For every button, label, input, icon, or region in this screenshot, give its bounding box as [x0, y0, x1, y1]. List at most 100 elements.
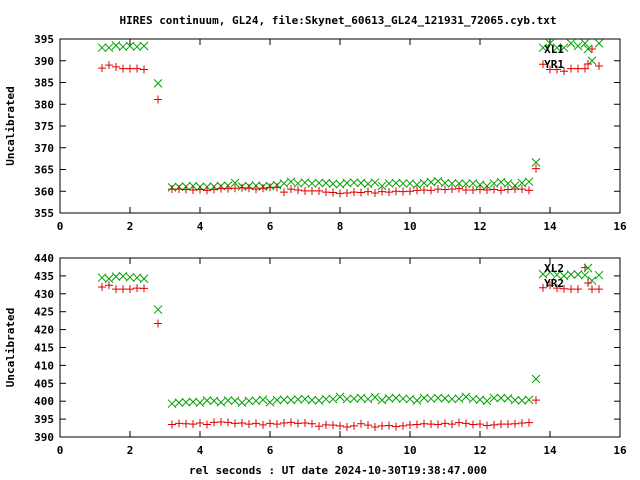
top-x-tick-label: 12 [473, 220, 486, 233]
data-point-xl1 [349, 178, 359, 187]
data-point-yr1 [105, 61, 113, 70]
data-point-yr1 [112, 62, 120, 71]
data-point-xl2 [475, 395, 485, 405]
data-point-xl1 [328, 179, 338, 189]
data-point-xl1 [293, 179, 303, 188]
data-point-yr2 [273, 420, 281, 429]
top-x-tick-label: 0 [57, 220, 64, 233]
data-point-xl2 [97, 273, 107, 283]
data-point-yr2 [476, 420, 484, 429]
top-points [97, 39, 604, 198]
data-point-yr2 [343, 422, 351, 431]
data-point-xl2 [552, 270, 562, 280]
data-point-yr1 [273, 183, 281, 192]
data-point-yr2 [154, 319, 162, 328]
data-point-xl2 [440, 393, 450, 403]
top-y-tick-label: 370 [34, 142, 54, 155]
data-point-yr2 [133, 284, 141, 293]
data-point-yr1 [532, 164, 540, 173]
data-point-yr2 [483, 421, 491, 430]
data-point-xl2 [391, 393, 401, 403]
data-point-xl2 [328, 394, 338, 404]
data-point-yr2 [119, 285, 127, 294]
bottom-y-tick-label: 425 [34, 306, 54, 319]
data-point-xl2 [503, 393, 513, 403]
data-point-yr1 [119, 64, 127, 73]
data-point-yr1 [497, 186, 505, 195]
bottom-y-tick-label: 435 [34, 270, 54, 283]
data-point-xl1 [475, 180, 485, 190]
data-point-yr2 [406, 420, 414, 429]
data-point-yr1 [329, 188, 337, 197]
bottom-y-tick-label: 405 [34, 377, 54, 390]
data-point-yr1 [427, 186, 435, 195]
data-point-xl1 [153, 79, 163, 88]
top-x-tick-label: 6 [267, 220, 274, 233]
data-point-yr2 [378, 421, 386, 430]
data-point-yr2 [434, 420, 442, 429]
data-point-yr2 [469, 420, 477, 429]
data-point-yr1 [224, 184, 232, 193]
data-point-xl1 [384, 179, 394, 188]
data-point-xl1 [335, 179, 345, 189]
top-y-tick-label: 385 [34, 77, 54, 90]
data-point-yr1 [182, 185, 190, 194]
data-point-yr2 [448, 420, 456, 429]
data-point-yr2 [126, 285, 134, 294]
data-point-yr1 [511, 185, 519, 194]
data-point-yr1 [567, 64, 575, 73]
data-point-xl2 [188, 397, 198, 407]
bottom-x-tick-label: 12 [473, 444, 486, 457]
bottom-points [97, 263, 604, 431]
top-x-tick-label: 16 [613, 220, 627, 233]
data-point-yr2 [252, 419, 260, 428]
data-point-yr2 [168, 420, 176, 429]
data-point-xl2 [118, 271, 128, 281]
data-point-yr1 [357, 188, 365, 197]
data-point-xl1 [97, 43, 107, 53]
data-point-yr1 [217, 184, 225, 193]
data-point-yr1 [154, 95, 162, 104]
data-point-yr2 [315, 422, 323, 431]
data-point-yr1 [392, 187, 400, 196]
data-point-xl2 [104, 274, 114, 284]
data-point-yr1 [420, 185, 428, 194]
data-point-xl1 [580, 39, 590, 48]
data-point-yr2 [392, 422, 400, 431]
data-point-yr1 [581, 64, 589, 73]
data-point-yr2 [546, 281, 554, 290]
data-point-xl2 [223, 396, 233, 405]
data-point-xl1 [524, 177, 534, 187]
data-point-yr1 [434, 185, 442, 194]
data-point-xl2 [356, 393, 366, 403]
data-point-yr1 [371, 188, 379, 197]
data-point-yr1 [189, 185, 197, 194]
data-point-yr1 [133, 64, 141, 73]
bottom-y-tick-label: 420 [34, 324, 54, 337]
data-point-yr2 [413, 420, 421, 429]
top-plot-frame [59, 38, 621, 214]
data-point-yr1 [518, 185, 526, 194]
legend-label-yr2: YR2 [544, 277, 564, 290]
data-point-xl1 [489, 179, 499, 188]
bottom-x-tick-label: 16 [613, 444, 627, 457]
data-point-yr1 [343, 188, 351, 197]
data-point-xl1 [111, 41, 121, 50]
data-point-yr1 [560, 67, 568, 76]
top-y-tick-label: 395 [34, 33, 54, 46]
legend-label-yr1: YR1 [544, 58, 564, 71]
top-x-tick-label: 10 [403, 220, 416, 233]
legend-marker-xl1 [583, 44, 593, 54]
data-point-xl1 [356, 178, 366, 188]
data-point-xl2 [545, 267, 555, 277]
data-point-xl1 [398, 179, 408, 188]
top-y-tick-label: 355 [34, 207, 54, 220]
data-point-xl1 [538, 43, 548, 53]
data-point-yr1 [546, 65, 554, 74]
data-point-xl2 [335, 392, 345, 402]
data-point-yr1 [413, 186, 421, 195]
data-point-xl2 [251, 396, 261, 406]
data-point-yr2 [490, 420, 498, 429]
data-point-yr2 [140, 284, 148, 293]
